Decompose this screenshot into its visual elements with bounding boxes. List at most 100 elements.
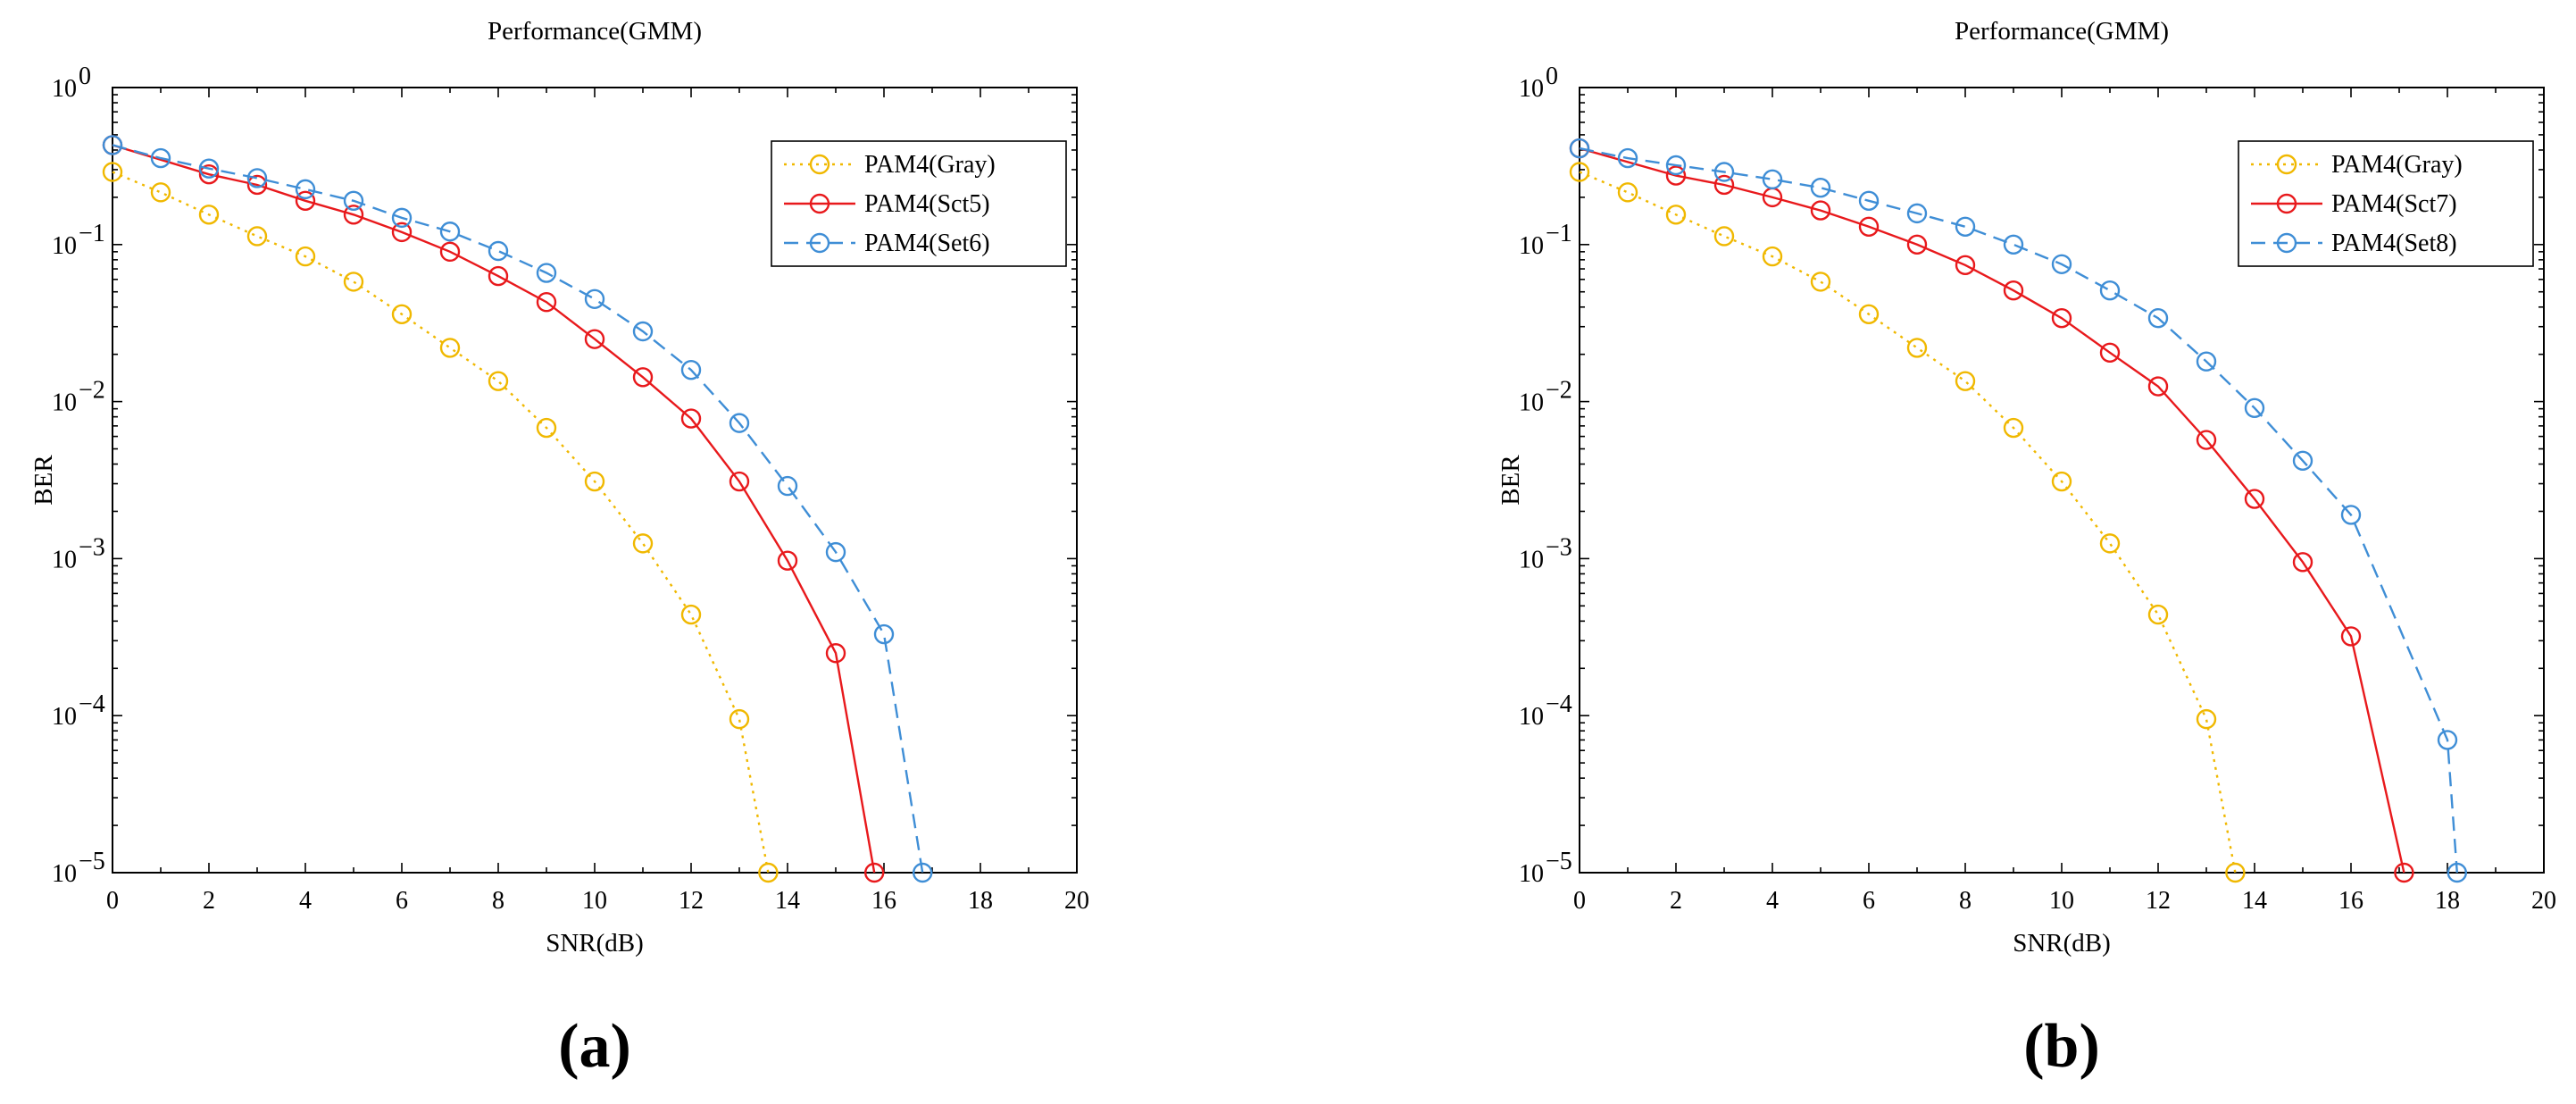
y-tick-base: 10 [52,389,77,417]
y-tick-label: 10 −5 [52,848,105,888]
series-1-marker [2003,417,2024,439]
series-3-marker [1713,162,1735,182]
legend-label-2: PAM4(Sct5) [864,190,990,218]
series-3-marker [2003,234,2024,255]
series-1-marker [1569,162,1590,182]
series-1-marker [391,304,413,325]
series-1-marker [1762,246,1783,267]
series-1-marker [1617,182,1638,203]
series-2-marker [2099,342,2121,363]
series-1-marker [246,226,268,247]
series-3-marker [2244,397,2265,419]
series-3-marker [632,321,654,342]
y-tick-label: 10 −1 [1519,220,1572,260]
series-1-marker [2225,862,2246,883]
legend-label-2: PAM4(Sct7) [2331,190,2457,218]
series-3-marker [1858,190,1880,211]
x-tick-label: 6 [396,887,408,915]
x-tick-label: 2 [203,887,215,915]
series-3-marker [1955,216,1976,237]
series-1-marker [632,533,654,554]
chart-title: Performance(GMM) [1955,17,2169,46]
series-1-marker [2051,471,2072,492]
series-3-marker [2051,254,2072,274]
y-tick-exp: 0 [79,63,91,90]
series-1-marker [1713,226,1735,247]
series-1-marker [729,708,750,730]
y-tick-base: 10 [1519,75,1544,103]
series-2-marker [2394,862,2414,883]
x-tick-label: 10 [582,887,607,915]
y-tick-exp: −1 [79,220,105,247]
series-1-marker [488,371,509,391]
series-2-marker [2244,489,2265,509]
chart-panel-a: Performance(GMM) 0 2 4 6 8 10 12 14 16 18 20 10 0 10 −1… [29,17,1089,1081]
y-tick-exp: −3 [79,533,105,561]
series-3-marker [295,179,316,200]
series-3-marker [488,240,509,262]
series-1-marker [343,272,364,292]
x-tick-label: 4 [1766,887,1779,915]
series-3-marker [439,222,461,242]
legend-label-3: PAM4(Set8) [2331,230,2457,257]
x-tick-label: 18 [968,887,993,915]
series-2-marker [825,643,846,664]
series-3-marker [2099,280,2121,301]
legend-marker-3 [2276,232,2297,254]
y-tick-base: 10 [1519,389,1544,417]
series-3-marker [777,475,798,497]
series-3-marker [536,263,557,283]
series-3-marker [2340,505,2362,525]
series-1-marker [150,182,171,203]
x-tick-label: 16 [871,887,896,915]
series-2-marker [680,408,702,429]
y-tick-base: 10 [52,75,77,103]
legend: PAM4(Gray) PAM4(Sct5) PAM4(Set6) [771,140,1067,267]
series-2-marker [2340,626,2362,647]
series-3-marker [584,289,605,309]
series-1-marker [102,162,123,182]
series-3-marker [680,359,702,381]
y-tick-label: 10 0 [52,63,91,103]
y-tick-label: 10 −2 [52,377,105,417]
series-3-marker [391,207,413,229]
series-3-marker [1665,155,1687,176]
y-tick-label: 10 −5 [1519,848,1572,888]
chart-title: Performance(GMM) [488,17,702,46]
series-2-marker [1858,216,1880,237]
y-tick-base: 10 [52,232,77,260]
series-3-marker [343,190,364,211]
series-1-marker [2196,708,2217,730]
series-3-marker [1762,169,1783,190]
series-3-marker [1617,147,1638,169]
legend-label-3: PAM4(Set6) [864,230,990,257]
series-2-marker [2292,552,2313,573]
y-tick-base: 10 [52,703,77,731]
series-2-marker [864,862,885,883]
series-3-marker [2437,730,2458,750]
series-2-marker [2003,280,2024,301]
y-tick-base: 10 [1519,703,1544,731]
x-tick-label: 12 [2146,887,2171,915]
x-tick-label: 20 [1064,887,1089,915]
y-tick-label: 10 −4 [52,690,105,731]
x-tick-label: 8 [492,887,504,915]
y-tick-exp: −4 [1546,690,1572,718]
series-1-marker [1810,272,1831,292]
legend: PAM4(Gray) PAM4(Sct7) PAM4(Set8) [2238,140,2534,267]
y-axis-title: BER [1496,455,1525,506]
series-2-marker [1906,234,1928,255]
chart-panel-b: Performance(GMM) 0 2 4 6 8 10 12 14 16 18 20 10 0 10 −1… [1467,0,2576,1104]
series-2-marker [584,329,605,349]
legend-label-1: PAM4(Gray) [2331,151,2463,179]
y-tick-exp: −4 [79,690,105,718]
x-tick-label: 8 [1959,887,1972,915]
series-3-marker [912,862,933,883]
series-1-marker [1906,338,1928,358]
y-tick-base: 10 [1519,546,1544,573]
x-tick-label: 0 [1573,887,1586,915]
legend-marker-1 [809,154,830,175]
series-1-marker [584,471,605,492]
x-tick-label: 2 [1670,887,1682,915]
